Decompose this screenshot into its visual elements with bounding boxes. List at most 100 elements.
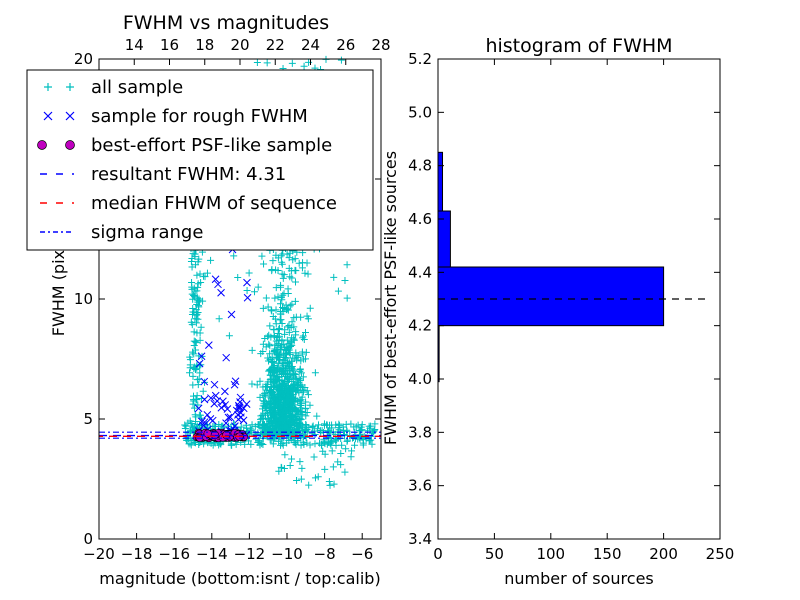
all-sample-point xyxy=(292,395,300,403)
all-sample-point xyxy=(283,250,291,258)
all-sample-point xyxy=(266,422,274,430)
all-sample-point xyxy=(207,256,215,264)
all-sample-point xyxy=(275,417,283,425)
all-sample-point xyxy=(258,424,266,432)
all-sample-point xyxy=(278,370,286,378)
all-sample-point xyxy=(281,351,289,359)
all-sample-point xyxy=(292,328,300,336)
all-sample-point xyxy=(189,348,197,356)
rough-sample-point xyxy=(231,422,239,431)
all-sample-point xyxy=(347,453,355,461)
scatter-top-tick-label: 14 xyxy=(125,36,144,54)
all-sample-point xyxy=(181,425,189,433)
all-sample-point xyxy=(273,349,281,357)
all-sample-point xyxy=(276,324,284,332)
all-sample-point xyxy=(328,437,336,445)
scatter-y-label: FWHM (pix) xyxy=(49,244,68,337)
all-sample-point xyxy=(278,411,286,419)
all-sample-point xyxy=(288,455,296,463)
all-sample-point xyxy=(197,279,205,286)
all-sample-point xyxy=(187,318,195,326)
all-sample-point xyxy=(303,439,311,447)
all-sample-point xyxy=(291,278,299,286)
all-sample-point xyxy=(297,313,305,321)
all-sample-point xyxy=(291,428,299,436)
all-sample-point xyxy=(299,373,307,381)
legend-item: sample for rough FWHM xyxy=(43,106,308,127)
all-sample-point xyxy=(232,440,240,448)
all-sample-point xyxy=(284,377,292,385)
all-sample-point xyxy=(313,412,321,420)
rough-sample-point xyxy=(211,275,220,284)
legend-label: resultant FWHM: 4.31 xyxy=(91,164,286,185)
all-sample-point xyxy=(298,348,306,356)
all-sample-point xyxy=(188,254,196,262)
all-sample-point xyxy=(278,387,286,395)
rough-sample-point xyxy=(242,400,251,408)
all-sample-point xyxy=(310,453,318,461)
all-sample-point xyxy=(311,440,319,448)
all-sample-point xyxy=(192,319,200,327)
all-sample-point xyxy=(267,306,275,314)
legend-label: best-effort PSF-like sample xyxy=(91,135,332,156)
histogram-y-tick-label: 4.0 xyxy=(408,370,432,388)
all-sample-point xyxy=(334,287,342,295)
all-sample-point xyxy=(290,323,298,331)
all-sample-point xyxy=(277,366,285,374)
all-sample-point xyxy=(284,323,292,331)
all-sample-point xyxy=(272,428,280,436)
legend-marker xyxy=(66,83,74,91)
all-sample-point xyxy=(328,447,336,455)
all-sample-point xyxy=(186,369,194,377)
all-sample-point xyxy=(351,441,359,449)
all-sample-point xyxy=(288,405,296,413)
all-sample-point xyxy=(293,375,301,383)
all-sample-point xyxy=(189,372,197,380)
all-sample-point xyxy=(260,421,268,429)
all-sample-point xyxy=(292,374,300,382)
scatter-top-tick-label: 22 xyxy=(266,36,285,54)
all-sample-point xyxy=(309,422,317,430)
rough-sample-point xyxy=(239,416,248,425)
all-sample-point xyxy=(196,329,204,337)
all-sample-point xyxy=(267,375,275,383)
scatter-x-tick-label: −8 xyxy=(314,545,336,563)
all-sample-point xyxy=(266,398,274,406)
all-sample-point xyxy=(194,283,202,291)
all-sample-point xyxy=(256,441,264,449)
rough-sample-point xyxy=(243,278,251,287)
all-sample-point xyxy=(286,342,294,350)
legend-marker xyxy=(37,140,47,150)
all-sample-point xyxy=(269,389,277,397)
all-sample-point xyxy=(190,328,198,336)
all-sample-point xyxy=(191,315,199,323)
all-sample-point xyxy=(276,394,284,402)
all-sample-point xyxy=(283,336,291,344)
rough-sample-point xyxy=(222,353,231,362)
all-sample-point xyxy=(193,376,201,384)
all-sample-point xyxy=(269,358,277,366)
all-sample-point xyxy=(262,294,270,302)
all-sample-point xyxy=(265,367,273,375)
all-sample-point xyxy=(190,350,198,358)
all-sample-point xyxy=(357,423,365,431)
all-sample-point xyxy=(256,377,264,385)
rough-sample-point xyxy=(224,413,233,422)
scatter-x-tick-label: −20 xyxy=(83,545,115,563)
all-sample-point xyxy=(348,447,356,455)
all-sample-point xyxy=(302,421,310,429)
all-sample-point xyxy=(299,334,307,342)
all-sample-point xyxy=(305,481,313,489)
all-sample-point xyxy=(271,294,279,302)
all-sample-point xyxy=(270,332,278,340)
all-sample-point xyxy=(253,381,261,389)
all-sample-point xyxy=(261,391,269,399)
all-sample-point xyxy=(296,458,304,466)
all-sample-point xyxy=(277,252,285,260)
scatter-x-tick-label: −18 xyxy=(121,545,153,563)
all-sample-point xyxy=(281,421,289,429)
histogram-x-tick-label: 50 xyxy=(485,545,504,563)
all-sample-point xyxy=(343,437,351,445)
all-sample-point xyxy=(301,384,309,392)
all-sample-point xyxy=(306,401,314,409)
